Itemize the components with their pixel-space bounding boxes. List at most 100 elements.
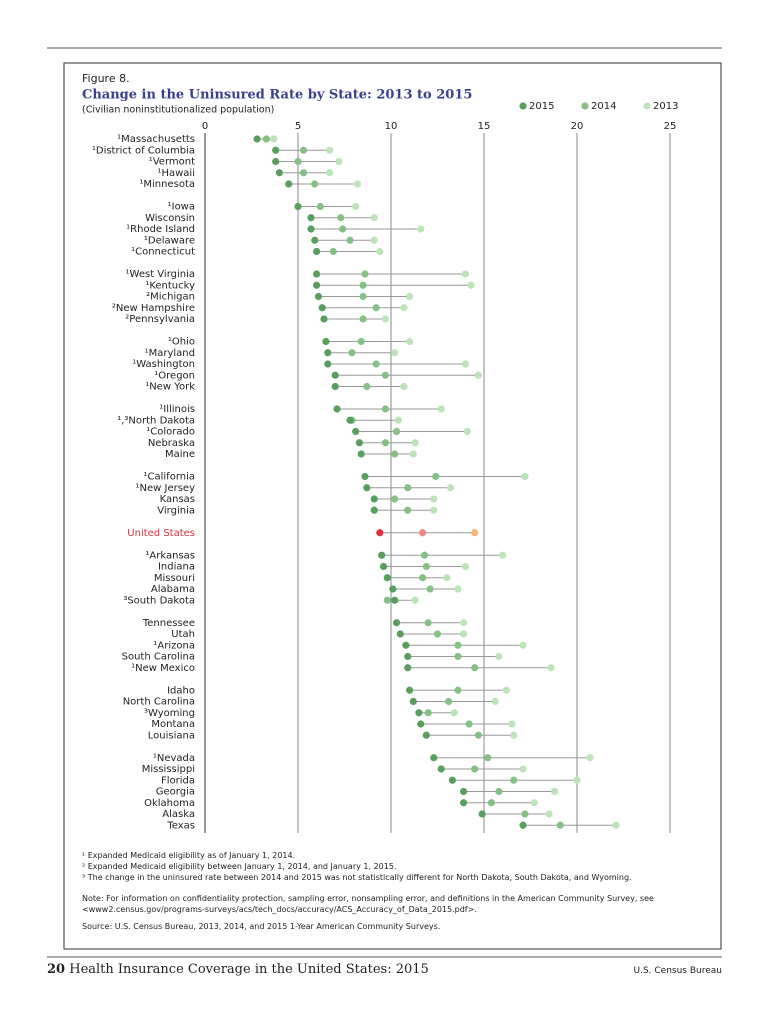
dot <box>337 214 345 222</box>
dot <box>409 450 417 458</box>
y-tick-label: ¹Maryland <box>145 348 195 359</box>
footnote: ¹ Expanded Medicaid eligibility as of Ja… <box>82 851 296 860</box>
dot <box>391 349 399 357</box>
dot <box>383 574 391 582</box>
dot <box>361 270 369 278</box>
dot <box>474 371 483 379</box>
dot <box>376 247 384 256</box>
y-tick-label: ¹,³North Dakota <box>117 415 195 426</box>
dot <box>547 664 555 672</box>
dot <box>450 709 458 717</box>
dot <box>430 506 438 514</box>
dot <box>573 776 581 784</box>
dot <box>454 585 462 593</box>
dot <box>463 427 471 436</box>
dot <box>422 562 430 571</box>
dot <box>318 304 326 312</box>
dot <box>519 641 527 649</box>
dot <box>339 225 347 233</box>
dot <box>363 484 371 492</box>
dot <box>400 382 408 391</box>
legend-label: 2014 <box>591 101 616 112</box>
dot <box>430 754 438 762</box>
dot <box>459 787 468 796</box>
dot <box>335 157 343 166</box>
dot <box>346 416 354 424</box>
y-tick-label: United States <box>127 528 195 539</box>
y-tick-label: ¹Minnesota <box>139 179 195 190</box>
dot <box>454 652 462 661</box>
dot <box>424 619 432 627</box>
dot <box>361 472 369 481</box>
dot <box>348 349 356 357</box>
dot <box>294 202 302 211</box>
dot <box>556 821 564 829</box>
dot <box>372 360 380 368</box>
dot <box>521 472 529 481</box>
dot <box>357 337 365 346</box>
y-tick-label: Florida <box>161 775 195 786</box>
dot <box>448 776 456 784</box>
source: Source: U.S. Census Bureau, 2013, 2014, … <box>82 922 441 931</box>
dot <box>379 562 388 571</box>
x-tick-label: 5 <box>295 121 301 132</box>
y-tick-label: ¹Massachusetts <box>117 134 195 145</box>
dot <box>406 686 414 694</box>
dot <box>420 551 429 559</box>
dot <box>370 506 378 514</box>
y-tick-label: ¹Delaware <box>144 235 195 246</box>
y-tick-label: ¹Arizona <box>153 640 195 651</box>
dot <box>445 697 453 706</box>
y-tick-label: Kansas <box>160 494 195 505</box>
dot <box>314 292 323 301</box>
dot <box>359 315 367 323</box>
dot <box>316 202 324 211</box>
dot <box>426 585 434 593</box>
dot <box>459 619 468 627</box>
dot <box>383 596 391 604</box>
dot <box>392 427 401 436</box>
footer-title: Health Insurance Coverage in the United … <box>69 962 429 977</box>
y-tick-label: ¹Vermont <box>149 157 195 168</box>
dot <box>359 281 367 289</box>
y-tick-label: Maine <box>165 449 195 460</box>
dot <box>508 720 516 728</box>
dot <box>454 686 462 694</box>
y-tick-label: ¹Colorado <box>146 427 195 438</box>
dot <box>459 630 468 638</box>
y-tick-label: Idaho <box>167 685 195 696</box>
legend-label: 2015 <box>529 101 554 112</box>
dot <box>331 382 339 391</box>
x-tick-label: 15 <box>478 121 491 132</box>
dot <box>491 697 499 706</box>
footnotes: ¹ Expanded Medicaid eligibility as of Ja… <box>82 850 692 883</box>
dot <box>352 202 360 211</box>
x-tick-label: 20 <box>571 121 584 132</box>
dot <box>474 731 483 739</box>
y-tick-label: Oklahoma <box>144 798 195 809</box>
dot <box>404 506 412 514</box>
dot <box>465 720 473 728</box>
y-tick-label: ¹Arkansas <box>145 550 195 561</box>
dot <box>389 585 397 593</box>
dot <box>586 754 594 762</box>
y-tick-label: ³Wyoming <box>144 708 195 719</box>
dot <box>299 169 308 177</box>
y-tick-label: Texas <box>166 820 195 831</box>
y-tick-label: Virginia <box>157 505 195 516</box>
y-tick-label: ¹Connecticut <box>131 247 195 258</box>
legend-swatch <box>643 102 651 110</box>
y-tick-label: ¹New York <box>145 382 195 393</box>
y-tick-label: Tennessee <box>142 618 195 629</box>
y-tick-label: Utah <box>171 629 195 640</box>
chart-title: Change in the Uninsured Rate by State: 2… <box>82 88 472 103</box>
dot <box>419 529 427 537</box>
dot <box>510 731 518 739</box>
dot <box>411 439 419 447</box>
dot <box>307 214 315 222</box>
dot <box>478 810 486 818</box>
dot <box>262 135 270 143</box>
dot <box>400 304 408 312</box>
